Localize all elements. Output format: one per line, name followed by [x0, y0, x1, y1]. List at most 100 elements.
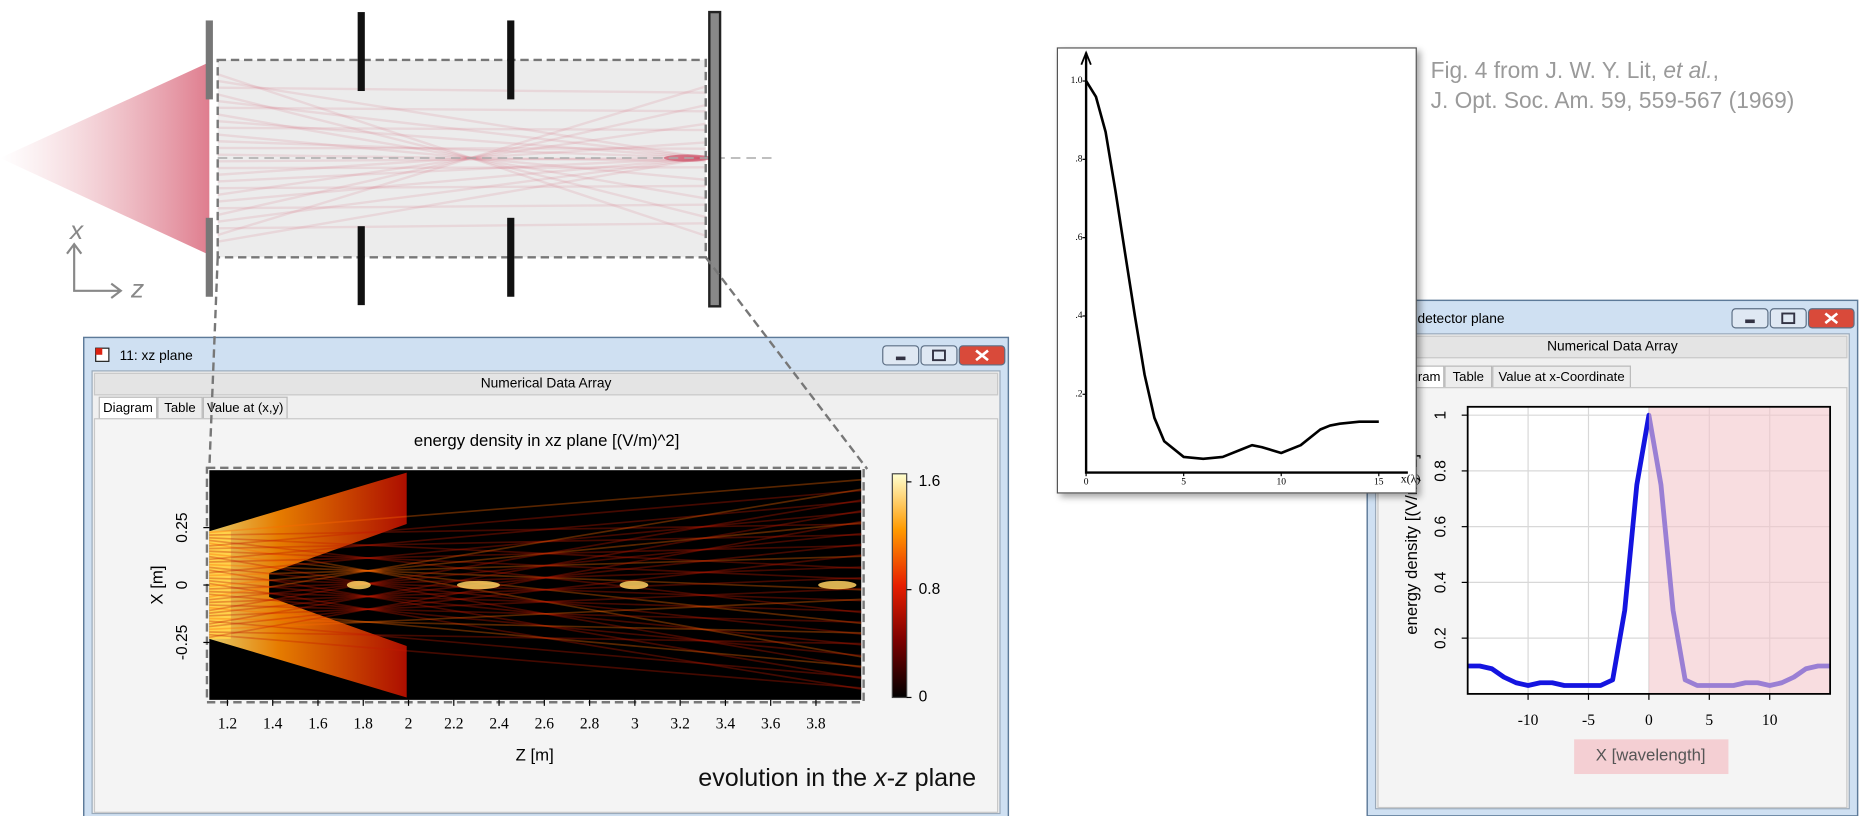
x-tick-label: -10: [1518, 712, 1539, 729]
colorbar: [891, 473, 908, 699]
x-tick-label: 2.4: [489, 716, 509, 733]
button-glyph: [932, 349, 946, 362]
heatmap-ray: [209, 510, 862, 625]
zoom-line: [704, 256, 869, 470]
heatmap-ray: [209, 563, 862, 591]
x-tick-label: 2: [405, 716, 413, 733]
heatmap-ray: [209, 593, 862, 657]
maximize-button[interactable]: [1769, 308, 1807, 329]
x-axis-label: X [wavelength]: [1596, 746, 1706, 765]
beam-ray: [217, 126, 706, 132]
heatmap-ray: [209, 620, 862, 678]
y-tick-label: .4: [1075, 310, 1082, 321]
panel-header-label: Numerical Data Array: [1547, 339, 1678, 354]
figure-card: [1056, 47, 1417, 494]
x-label-box: [1574, 739, 1729, 775]
x-tick-label: 5: [1181, 476, 1186, 487]
text: -: [887, 763, 895, 791]
tab-label[interactable]: Value at x-Coordinate: [1499, 369, 1625, 384]
y-tick-label: .2: [1075, 388, 1082, 399]
heatmap-focus: [619, 580, 649, 590]
x-tick-label: 3.8: [806, 716, 826, 733]
beam-pattern: [217, 73, 712, 243]
y-tick-label: 0: [174, 580, 191, 589]
x-tick-label: 0: [1645, 712, 1653, 729]
y-tick-label: .6: [1075, 232, 1082, 243]
heatmap-ray: [209, 566, 862, 590]
window-title: detector plane: [1417, 311, 1504, 326]
maximize-button[interactable]: [920, 345, 958, 366]
text: Fig. 4 from J. W. Y. Lit,: [1431, 57, 1664, 83]
heatmap-ray: [209, 577, 862, 604]
beam-ray: [217, 184, 706, 190]
caption: evolution in the x-z plane: [698, 763, 976, 791]
x-tick-label: 3.6: [761, 716, 781, 733]
beam-ray: [217, 86, 706, 94]
x-tick-label: 1.4: [263, 716, 283, 733]
heatmap-ray: [209, 580, 862, 646]
beam-ray: [217, 146, 706, 150]
x-tick-label: 10: [1276, 476, 1286, 487]
chart-title: energy density in xz plane [(V/m)^2]: [414, 431, 680, 450]
beam-ray: [217, 113, 706, 200]
reference-line: J. Opt. Soc. Am. 59, 559-567 (1969): [1431, 87, 1795, 113]
heatmap-source: [209, 531, 231, 639]
heatmap-focus: [818, 580, 857, 590]
heatmap-pattern: [209, 472, 862, 698]
beam-ray: [217, 141, 706, 176]
tab-label[interactable]: Value at (x,y): [207, 400, 283, 415]
zoom-line: [208, 257, 219, 470]
y-tick-label: 1: [1432, 411, 1449, 420]
plot-outline: [1466, 405, 1832, 695]
x-tick-label: 3.2: [670, 716, 689, 733]
x-tick-label: -5: [1582, 712, 1595, 729]
button-glyph: [1824, 312, 1839, 325]
heatmap-fan: [209, 472, 407, 698]
x-tick-label: 5: [1705, 712, 1713, 729]
beam-ray: [217, 73, 707, 237]
heatmap-ray: [209, 569, 862, 680]
heatmap-ray: [209, 555, 862, 669]
minimize-button[interactable]: [1731, 308, 1769, 329]
beam-ray: [217, 93, 707, 219]
heatmap-ray: [209, 631, 862, 645]
heatmap-ray: [209, 604, 862, 623]
minimize-button[interactable]: [882, 345, 920, 366]
beam-ray: [217, 85, 707, 237]
source-beam: [0, 62, 210, 255]
x-tick-label: 1.8: [354, 716, 374, 733]
panel-header: [93, 372, 999, 396]
heatmap-ray: [209, 533, 862, 550]
heatmap-ray: [209, 511, 862, 574]
y-axis-label: X [m]: [147, 565, 166, 604]
text: evolution in the: [698, 763, 874, 791]
tab-label[interactable]: Table: [1453, 369, 1484, 384]
button-glyph: [1745, 319, 1755, 324]
panel-header-label: Numerical Data Array: [481, 376, 612, 391]
tab-label[interactable]: Diagram: [103, 400, 153, 415]
y-tick-label: -0.25: [174, 625, 191, 660]
heatmap-ray: [209, 554, 862, 628]
beam-ray: [217, 156, 706, 243]
axis-z-label: z: [130, 274, 144, 304]
beam-ray: [217, 156, 706, 223]
heatmap-ray: [209, 590, 862, 613]
y-tick-label: 0.25: [174, 512, 191, 542]
axis-arrow: [1080, 50, 1092, 66]
heatmap-ray: [209, 500, 862, 561]
tab-label[interactable]: Table: [164, 400, 195, 415]
aperture: [357, 226, 365, 306]
y-tick-label: 0.4: [1432, 571, 1449, 593]
axes-icon: [66, 242, 123, 299]
text: z: [894, 763, 908, 791]
x-tick-label: 10: [1762, 712, 1778, 729]
beam-ray: [217, 119, 706, 160]
x-tick-label: 2.6: [535, 716, 555, 733]
button-glyph: [895, 356, 906, 361]
heatmap-ray: [209, 606, 862, 668]
data-line: [1084, 80, 1379, 461]
x-tick-label: 1.6: [308, 716, 328, 733]
aperture: [357, 12, 365, 92]
